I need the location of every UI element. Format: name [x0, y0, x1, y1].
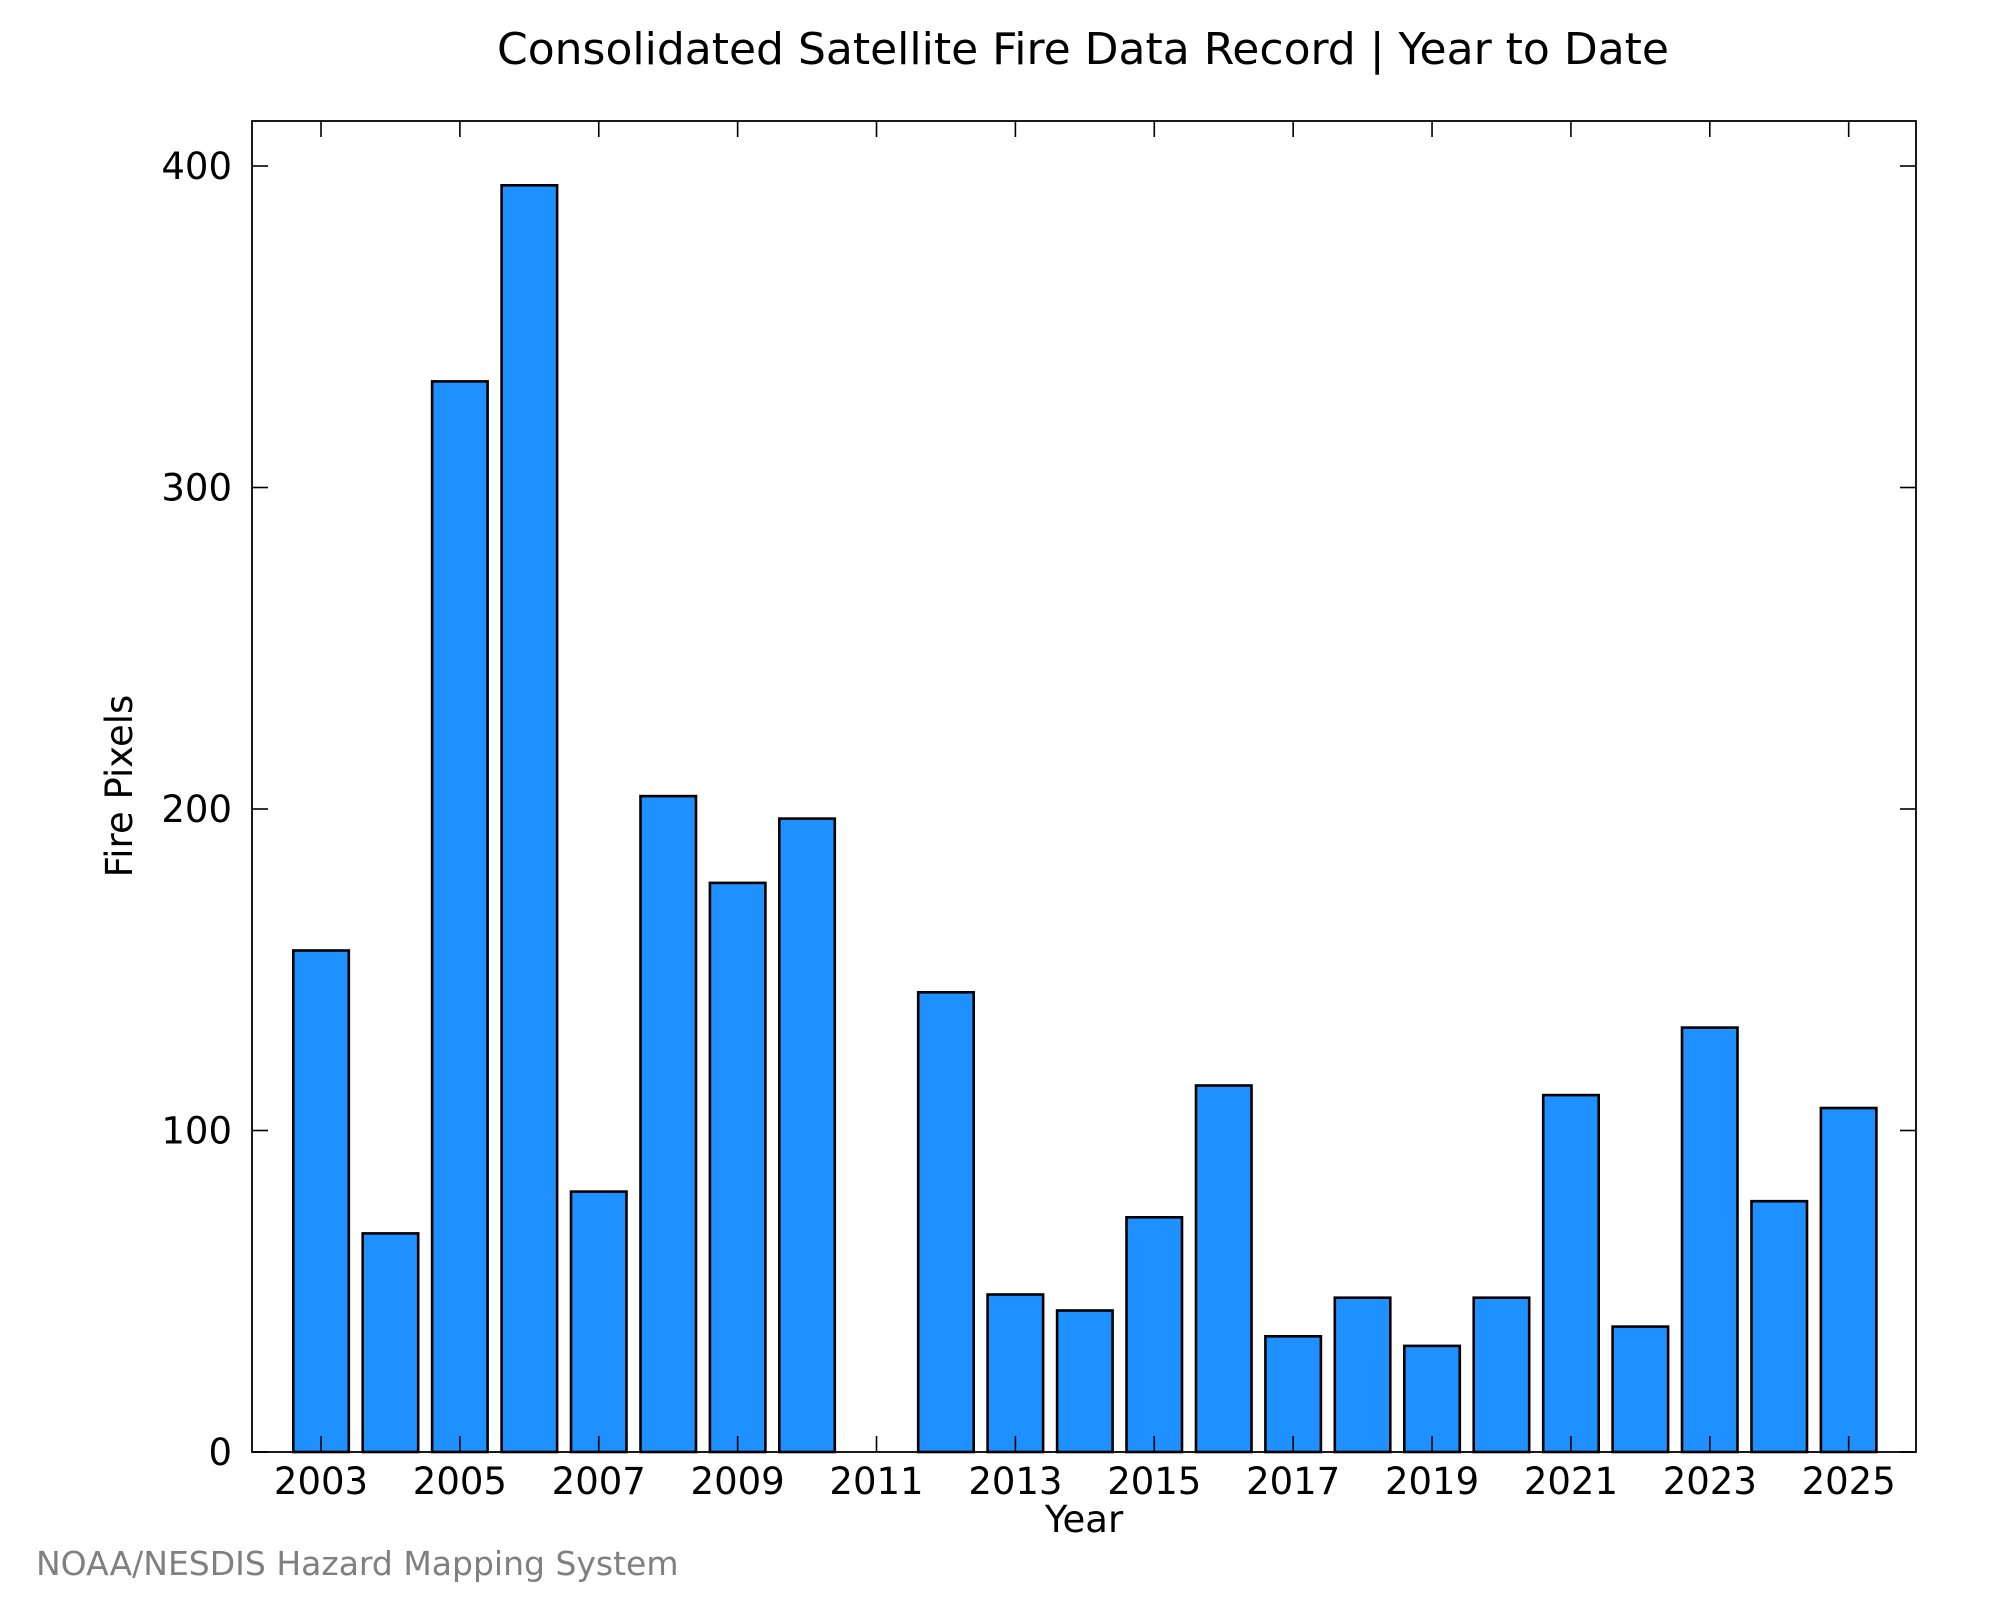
- bars-group: [291, 184, 1878, 1454]
- bar-2015: [1125, 1216, 1184, 1454]
- bar-2003: [291, 949, 351, 1454]
- bar-2012: [916, 990, 976, 1454]
- x-tick-label-2011: 2011: [829, 1460, 923, 1503]
- bar-2007: [569, 1190, 628, 1454]
- x-axis-label: Year: [1044, 1498, 1124, 1541]
- bar-2010: [777, 817, 837, 1454]
- bar-2013: [986, 1293, 1045, 1454]
- x-tick-label-2021: 2021: [1524, 1460, 1618, 1503]
- bar-2016: [1194, 1084, 1253, 1454]
- bar-2021: [1541, 1093, 1600, 1454]
- bar-2020: [1472, 1296, 1531, 1454]
- x-tick-label-2019: 2019: [1385, 1460, 1479, 1503]
- bar-2004: [361, 1232, 420, 1454]
- bar-2025: [1819, 1106, 1878, 1454]
- bar-2019: [1403, 1344, 1462, 1454]
- x-tick-label-2025: 2025: [1802, 1460, 1896, 1503]
- y-tick-label-300: 300: [161, 467, 232, 510]
- x-tick-label-2009: 2009: [691, 1460, 785, 1503]
- x-tick-label-2003: 2003: [274, 1460, 368, 1503]
- y-tick-label-0: 0: [208, 1431, 232, 1474]
- bar-2008: [639, 794, 698, 1454]
- y-tick-label-400: 400: [161, 145, 232, 188]
- y-tick-label-100: 100: [161, 1110, 232, 1153]
- x-tick-label-2015: 2015: [1107, 1460, 1201, 1503]
- bar-2023: [1680, 1026, 1739, 1454]
- ticks-group: 0 100 200 300 400 2003 2005 2007 2009 2011 2013 201…: [161, 121, 1916, 1503]
- y-axis-label: Fire Pixels: [98, 695, 141, 878]
- bar-2024: [1750, 1199, 1809, 1454]
- bar-2009: [708, 881, 767, 1454]
- chart-title: Consolidated Satellite Fire Data Record …: [497, 24, 1669, 75]
- bar-2005: [430, 380, 489, 1454]
- credit-text: NOAA/NESDIS Hazard Mapping System: [36, 1544, 679, 1583]
- y-tick-label-200: 200: [161, 788, 232, 831]
- x-tick-label-2013: 2013: [968, 1460, 1062, 1503]
- x-tick-label-2007: 2007: [552, 1460, 646, 1503]
- plot-frame: [251, 120, 1917, 1453]
- bar-2017: [1264, 1335, 1323, 1454]
- bar-2022: [1611, 1325, 1670, 1454]
- bar-2018: [1333, 1296, 1392, 1454]
- x-tick-label-2023: 2023: [1663, 1460, 1757, 1503]
- bar-2006: [500, 184, 559, 1454]
- x-tick-label-2017: 2017: [1246, 1460, 1340, 1503]
- bar-2014: [1055, 1309, 1114, 1454]
- x-tick-label-2005: 2005: [413, 1460, 507, 1503]
